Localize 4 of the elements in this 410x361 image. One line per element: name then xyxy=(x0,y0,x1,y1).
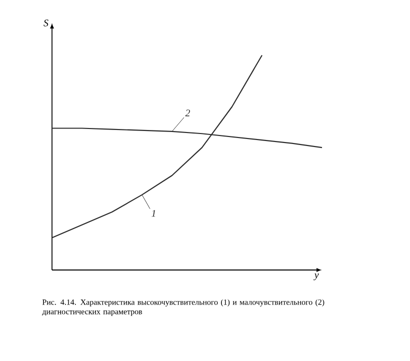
y-axis-title: S xyxy=(44,20,48,26)
x-axis-title: y xyxy=(314,274,319,280)
series-label: 2 xyxy=(185,110,190,116)
legend-label: 1 xyxy=(152,210,156,217)
